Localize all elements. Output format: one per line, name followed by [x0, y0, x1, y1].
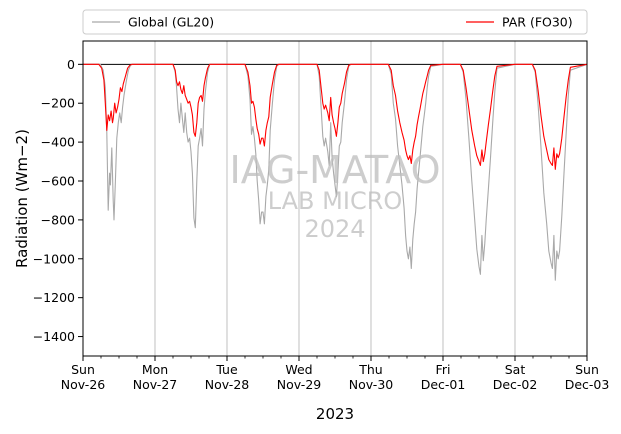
x-tick-date: Dec-01 — [421, 377, 466, 392]
x-tick-day: Fri — [436, 362, 451, 377]
y-tick-label: −1200 — [33, 290, 75, 305]
x-tick-date: Nov-30 — [349, 377, 394, 392]
x-tick-day: Wed — [285, 362, 312, 377]
watermark-line3: 2024 — [304, 215, 365, 243]
x-tick-day: Tue — [215, 362, 238, 377]
x-tick-date: Dec-02 — [493, 377, 538, 392]
x-tick-day: Sat — [505, 362, 526, 377]
y-tick-label: −1000 — [33, 251, 75, 266]
x-tick-date: Dec-03 — [565, 377, 610, 392]
x-tick-date: Nov-26 — [61, 377, 106, 392]
watermark-line2: LAB MICRO — [268, 187, 403, 215]
y-tick-label: 0 — [67, 57, 75, 72]
y-tick-label: −1400 — [33, 329, 75, 344]
series-line-global — [83, 63, 588, 281]
y-tick-label: −800 — [41, 212, 75, 227]
x-tick-date: Nov-27 — [133, 377, 177, 392]
x-tick-date: Nov-28 — [205, 377, 250, 392]
legend-box — [82, 9, 588, 35]
x-tick-day: Thu — [358, 362, 382, 377]
series-line-par — [83, 63, 588, 170]
x-axis-ticks: SunNov-26MonNov-27TueNov-28WedNov-29ThuN… — [61, 356, 610, 392]
x-tick-day: Sun — [71, 362, 95, 377]
legend-label-par: PAR (FO30) — [502, 15, 573, 30]
x-tick-date: Nov-29 — [277, 377, 322, 392]
y-axis-label: Radiation (Wm−2) — [13, 129, 31, 268]
y-tick-label: −600 — [41, 174, 75, 189]
series-lines — [83, 63, 588, 281]
x-tick-day: Mon — [142, 362, 168, 377]
watermark: IAG-MATAO LAB MICRO 2024 — [229, 148, 440, 243]
y-axis-ticks: 0 −200 −400 −600 −800 −1000 −1200 −1400 — [33, 57, 83, 344]
x-gridlines — [154, 41, 516, 356]
y-tick-label: −200 — [41, 96, 75, 111]
x-axis-label: 2023 — [316, 405, 354, 423]
y-tick-label: −400 — [41, 135, 75, 150]
legend: Global (GL20) PAR (FO30) — [82, 9, 588, 35]
legend-label-global: Global (GL20) — [128, 15, 214, 30]
x-tick-day: Sun — [575, 362, 599, 377]
watermark-line1: IAG-MATAO — [229, 148, 440, 192]
